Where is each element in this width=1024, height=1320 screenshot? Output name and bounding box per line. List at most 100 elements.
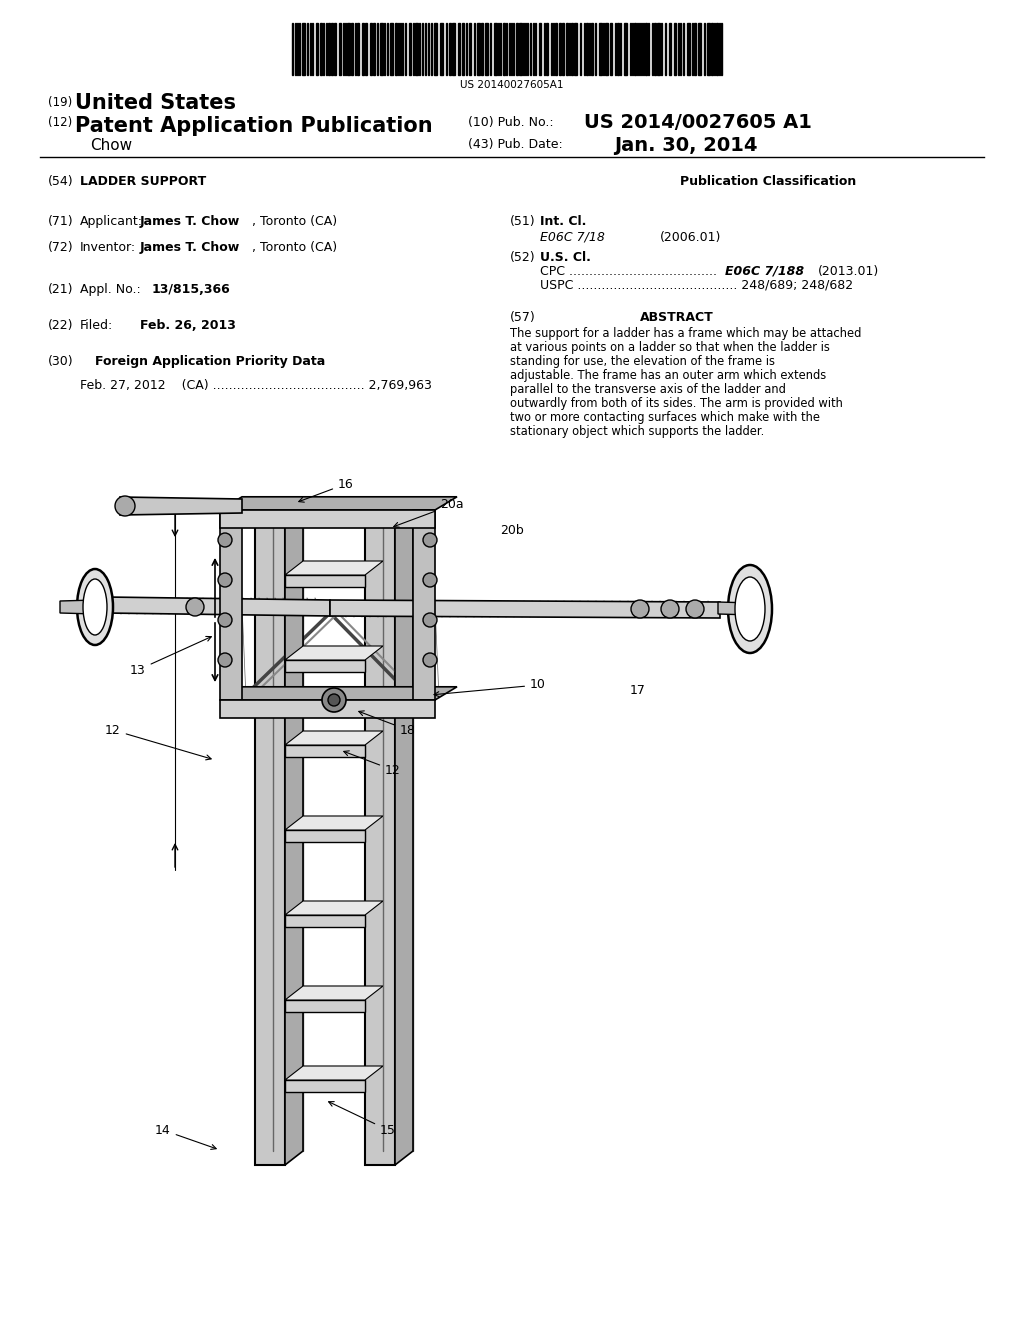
Polygon shape: [285, 660, 365, 672]
Bar: [516, 22, 518, 75]
Ellipse shape: [77, 569, 113, 645]
Text: Patent Application Publication: Patent Application Publication: [75, 116, 432, 136]
Circle shape: [423, 612, 437, 627]
Bar: [605, 22, 608, 75]
Bar: [370, 22, 372, 75]
Circle shape: [218, 533, 232, 546]
Polygon shape: [285, 731, 383, 744]
Bar: [711, 22, 713, 75]
Bar: [458, 22, 460, 75]
Bar: [351, 22, 353, 75]
Bar: [599, 22, 602, 75]
Text: 17: 17: [630, 684, 646, 697]
Polygon shape: [60, 601, 95, 614]
Circle shape: [218, 612, 232, 627]
Polygon shape: [718, 602, 752, 615]
Bar: [694, 22, 696, 75]
Bar: [657, 22, 660, 75]
Polygon shape: [285, 1001, 365, 1012]
Circle shape: [423, 653, 437, 667]
Polygon shape: [120, 498, 242, 515]
Text: 13: 13: [130, 636, 211, 676]
Bar: [365, 22, 367, 75]
Text: 12: 12: [344, 751, 400, 776]
Bar: [357, 22, 359, 75]
Text: CPC .....................................: CPC ....................................…: [540, 265, 717, 279]
Polygon shape: [285, 645, 383, 660]
Text: United States: United States: [75, 92, 236, 114]
Polygon shape: [285, 816, 383, 830]
Text: Foreign Application Priority Data: Foreign Application Priority Data: [95, 355, 326, 368]
Bar: [571, 22, 573, 75]
Polygon shape: [220, 686, 457, 700]
Text: Jan. 30, 2014: Jan. 30, 2014: [614, 136, 758, 154]
Text: (21): (21): [48, 282, 74, 296]
Bar: [339, 22, 341, 75]
Bar: [449, 22, 451, 75]
Bar: [481, 22, 483, 75]
Bar: [624, 22, 627, 75]
Text: (2006.01): (2006.01): [660, 231, 721, 244]
Bar: [494, 22, 497, 75]
Polygon shape: [285, 561, 383, 576]
Bar: [707, 22, 710, 75]
Bar: [586, 22, 588, 75]
Text: stationary object which supports the ladder.: stationary object which supports the lad…: [510, 425, 764, 438]
Circle shape: [423, 533, 437, 546]
Ellipse shape: [735, 577, 765, 642]
Bar: [415, 22, 418, 75]
Text: Appl. No.:: Appl. No.:: [80, 282, 140, 296]
Polygon shape: [395, 504, 413, 1166]
Polygon shape: [365, 504, 413, 517]
Text: (19): (19): [48, 96, 73, 110]
Polygon shape: [285, 504, 303, 1166]
Polygon shape: [285, 915, 365, 927]
Polygon shape: [285, 744, 365, 756]
Polygon shape: [285, 1067, 383, 1080]
Text: Inventor:: Inventor:: [80, 242, 136, 253]
Circle shape: [686, 601, 705, 618]
Bar: [373, 22, 375, 75]
Text: 12: 12: [105, 723, 211, 760]
Bar: [380, 22, 383, 75]
Text: Applicant:: Applicant:: [80, 215, 143, 228]
Text: (12): (12): [48, 116, 73, 129]
Bar: [669, 22, 671, 75]
Circle shape: [186, 598, 204, 616]
Polygon shape: [255, 504, 303, 517]
Text: 20a: 20a: [394, 499, 464, 527]
Text: Chow: Chow: [90, 139, 132, 153]
Circle shape: [115, 496, 135, 516]
Bar: [562, 22, 564, 75]
Bar: [645, 22, 647, 75]
Polygon shape: [285, 576, 365, 587]
Text: (2013.01): (2013.01): [818, 265, 880, 279]
Bar: [687, 22, 690, 75]
Bar: [610, 22, 612, 75]
Polygon shape: [220, 700, 435, 718]
Polygon shape: [365, 517, 395, 1166]
Circle shape: [218, 573, 232, 587]
Text: (22): (22): [48, 319, 74, 333]
Circle shape: [322, 688, 346, 711]
Text: Feb. 27, 2012    (CA) ...................................... 2,769,963: Feb. 27, 2012 (CA) .....................…: [80, 379, 432, 392]
Text: Publication Classification: Publication Classification: [680, 176, 856, 187]
Bar: [698, 22, 701, 75]
Bar: [519, 22, 522, 75]
Text: (54): (54): [48, 176, 74, 187]
Text: James T. Chow: James T. Chow: [140, 242, 241, 253]
Bar: [328, 22, 330, 75]
Text: (30): (30): [48, 355, 74, 368]
Polygon shape: [285, 1080, 365, 1092]
Text: (10) Pub. No.:: (10) Pub. No.:: [468, 116, 554, 129]
Bar: [503, 22, 505, 75]
Text: U.S. Cl.: U.S. Cl.: [540, 251, 591, 264]
Bar: [674, 22, 676, 75]
Polygon shape: [330, 601, 720, 618]
Text: , Toronto (CA): , Toronto (CA): [252, 215, 337, 228]
Bar: [539, 22, 541, 75]
Text: (51): (51): [510, 215, 536, 228]
Text: (43) Pub. Date:: (43) Pub. Date:: [468, 139, 563, 150]
Bar: [331, 22, 333, 75]
Bar: [574, 22, 577, 75]
